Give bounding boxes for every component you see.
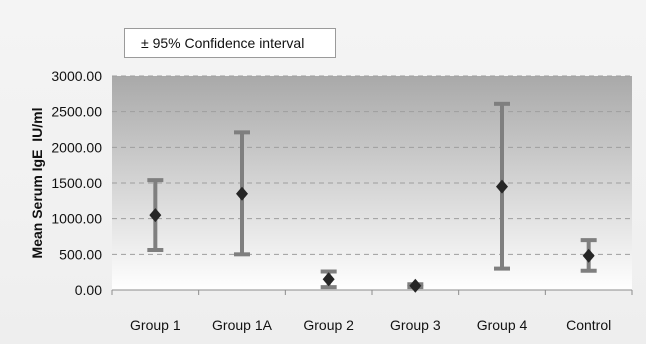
x-tick-label: Group 4 xyxy=(477,317,528,333)
x-tick-label: Group 3 xyxy=(390,317,441,333)
mean-marker xyxy=(409,278,422,293)
y-tick-labels: 3000.00 2500.00 2000.00 1500.00 1000.00 500.0… xyxy=(51,68,102,298)
legend: ± 95% Confidence interval xyxy=(124,28,336,58)
gridlines xyxy=(112,75,632,255)
x-tick-label: Control xyxy=(566,317,611,333)
y-tick-label: 2000.00 xyxy=(51,139,102,155)
mean-marker xyxy=(582,248,595,263)
y-tick-label: 1000.00 xyxy=(51,211,102,227)
y-tick-label: 3000.00 xyxy=(51,68,102,84)
mean-marker xyxy=(322,272,335,287)
mean-markers xyxy=(149,179,595,293)
x-tick-labels: Group 1 Group 1A Group 2 Group 3 Group 4 Cont… xyxy=(111,290,633,333)
mean-marker xyxy=(149,208,162,223)
y-tick-label: 2500.00 xyxy=(51,104,102,120)
mean-marker xyxy=(496,179,508,194)
legend-entry-confidence-interval: ± 95% Confidence interval xyxy=(141,35,305,51)
y-tick-label: 500.00 xyxy=(59,246,102,262)
y-axis-label: Mean Serum IgE IU/ml xyxy=(29,108,45,259)
mean-marker xyxy=(236,186,248,201)
x-tick-label: Group 2 xyxy=(303,317,354,333)
x-tick-label: Group 1 xyxy=(130,317,181,333)
y-tick-label: 0.00 xyxy=(75,282,102,298)
x-tick-label: Group 1A xyxy=(212,317,273,333)
y-tick-label: 1500.00 xyxy=(51,175,102,191)
